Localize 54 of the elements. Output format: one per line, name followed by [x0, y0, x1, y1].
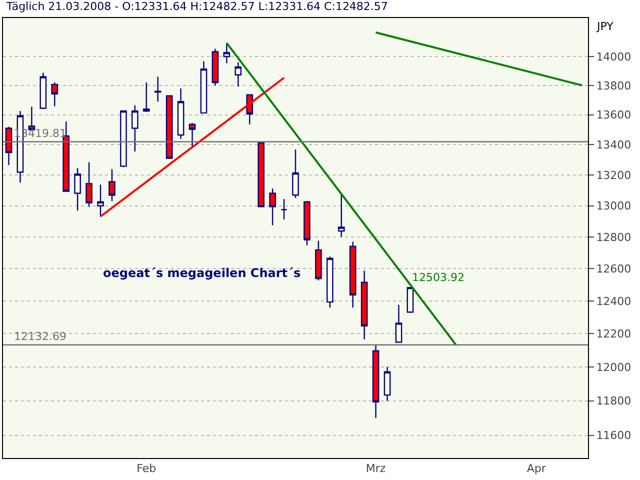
x-tick-label: Mrz: [366, 462, 386, 476]
y-tick-label: 12800: [596, 230, 632, 244]
y-tick-label: 11800: [596, 394, 632, 408]
candlestick: [406, 286, 414, 313]
candlestick: [269, 188, 276, 226]
candlestick: [142, 82, 150, 113]
y-tick-label: 12000: [596, 360, 632, 374]
y-tick-label: 13800: [596, 79, 632, 92]
candlestick: [384, 366, 391, 402]
candlestick: [304, 200, 310, 246]
candlestick: [223, 42, 230, 64]
candlestick: [234, 62, 242, 88]
y-axis-title: JPY: [596, 20, 614, 33]
y-tick-label: 13000: [596, 200, 632, 213]
candlestick: [246, 94, 254, 125]
candlestick: [326, 256, 334, 308]
candlestick: [349, 241, 356, 308]
candlestick: [40, 72, 47, 110]
y-tick-label: 14000: [596, 50, 632, 64]
candlestick: [292, 148, 299, 199]
y-tick-label: 12400: [596, 294, 632, 308]
candlestick: [5, 126, 12, 166]
y-tick-label: 12600: [596, 262, 632, 276]
candlestick: [315, 240, 322, 282]
candlestick: [51, 82, 58, 107]
y-tick-label: 13200: [596, 168, 632, 182]
candlestick: [108, 168, 116, 202]
candlestick: [360, 270, 368, 340]
candlestick: [338, 194, 345, 238]
annotation: 12503.92: [412, 271, 464, 284]
ref-line-label: 12132.69: [14, 330, 66, 343]
x-tick-label: Apr: [526, 462, 546, 476]
candlestick: [132, 104, 138, 152]
candlestick: [395, 304, 402, 343]
candlestick: [372, 344, 380, 419]
y-tick-label: 12200: [596, 328, 632, 341]
y-tick-label: 13400: [596, 138, 632, 152]
candlestick: [177, 88, 184, 140]
x-tick-label: Feb: [136, 462, 156, 476]
y-tick-label: 13600: [596, 108, 632, 122]
candlestick: [280, 198, 288, 220]
candlestick: [188, 122, 196, 148]
chart-title: Täglich 21.03.2008 - O:12331.64 H:12482.57 L:12331.64 C:12482.57: [5, 0, 388, 14]
candlestick: [212, 48, 219, 86]
annotation: oegeat´s megageilen Chart´s: [103, 266, 301, 280]
candlestick: [120, 110, 127, 168]
candlestick: [154, 76, 162, 102]
candlestick: [200, 60, 208, 114]
candlestick: [86, 162, 92, 208]
candlestick: [166, 95, 173, 159]
candlestick: [97, 184, 104, 218]
candlestick: [258, 142, 264, 208]
candlestick: [74, 168, 81, 212]
y-tick-label: 11600: [596, 429, 632, 442]
